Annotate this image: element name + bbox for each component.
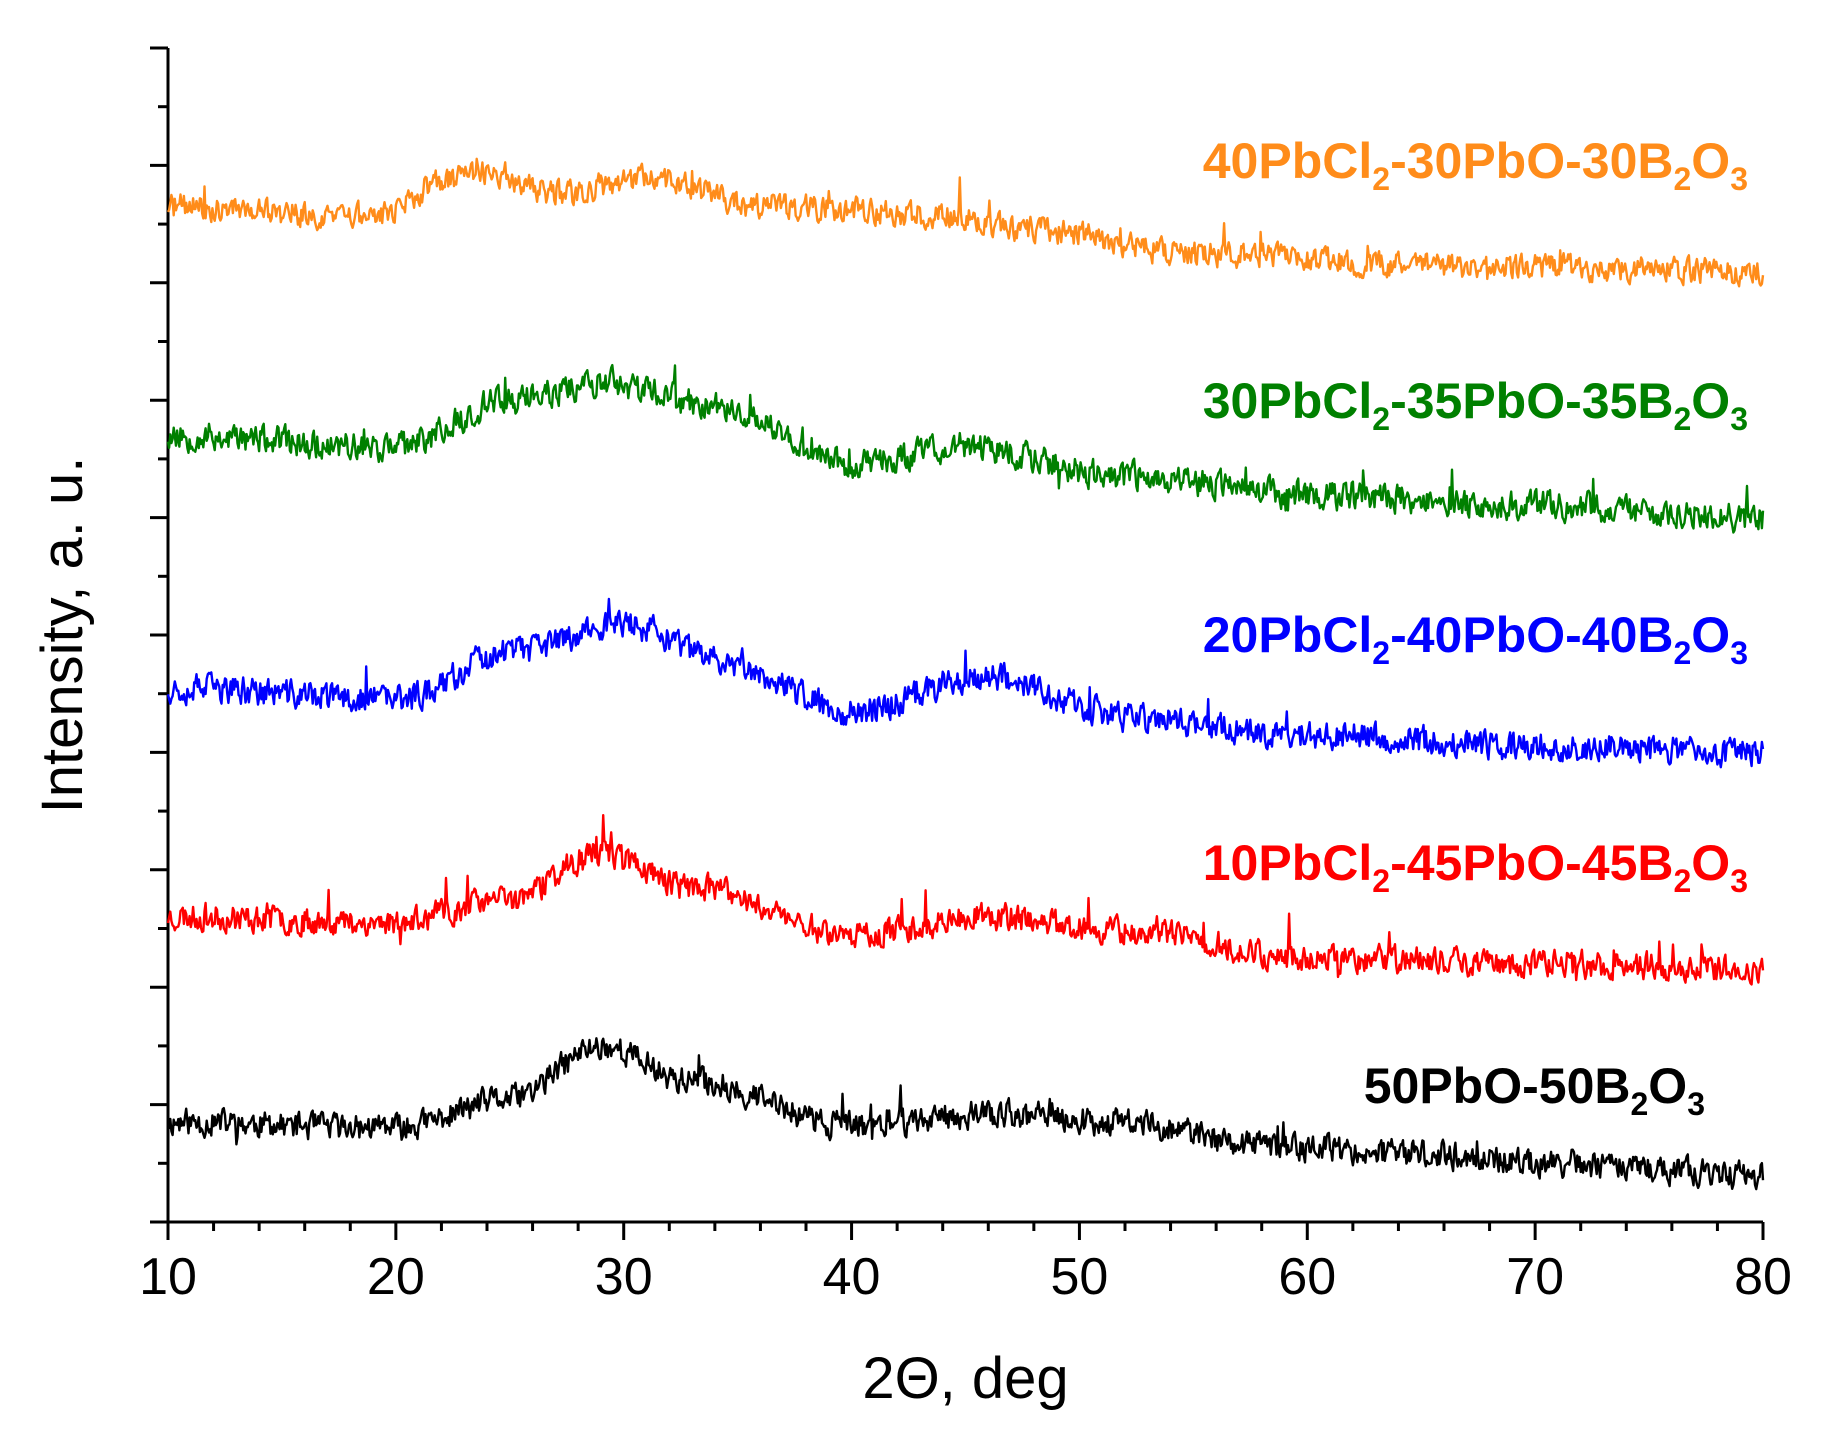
traces: [166, 157, 1765, 1191]
x-tick-label: 40: [823, 1248, 881, 1306]
series-label: 30PbCl2-35PbO-35B2O3: [1203, 373, 1748, 437]
series-trace: [166, 363, 1765, 534]
y-axis-title: Intensity, a. u.: [30, 457, 95, 814]
x-tick-label: 50: [1051, 1248, 1109, 1306]
series-label: 10PbCl2-45PbO-45B2O3: [1203, 835, 1748, 899]
x-tick-label: 60: [1278, 1248, 1336, 1306]
series-trace: [166, 157, 1765, 288]
x-tick-label: 80: [1734, 1248, 1792, 1306]
x-tick-label: 70: [1506, 1248, 1564, 1306]
series-label: 20PbCl2-40PbO-40B2O3: [1203, 607, 1748, 671]
axes: 10 20 30 40 50 60 70 80: [139, 46, 1792, 1306]
series-trace: [166, 597, 1765, 769]
series-label: 40PbCl2-30PbO-30B2O3: [1203, 133, 1748, 197]
series-label: 50PbO-50B2O3: [1364, 1058, 1705, 1122]
x-tick-label: 30: [595, 1248, 653, 1306]
series-labels: 50PbO-50B2O3 10PbCl2-45PbO-45B2O3 20PbCl2-…: [1203, 133, 1748, 1122]
series-trace: [166, 814, 1765, 986]
x-axis-title: 2Θ, deg: [862, 1346, 1068, 1411]
series-trace: [167, 1037, 1765, 1191]
x-tick-label: 20: [367, 1248, 425, 1306]
x-tick-label: 10: [139, 1248, 197, 1306]
